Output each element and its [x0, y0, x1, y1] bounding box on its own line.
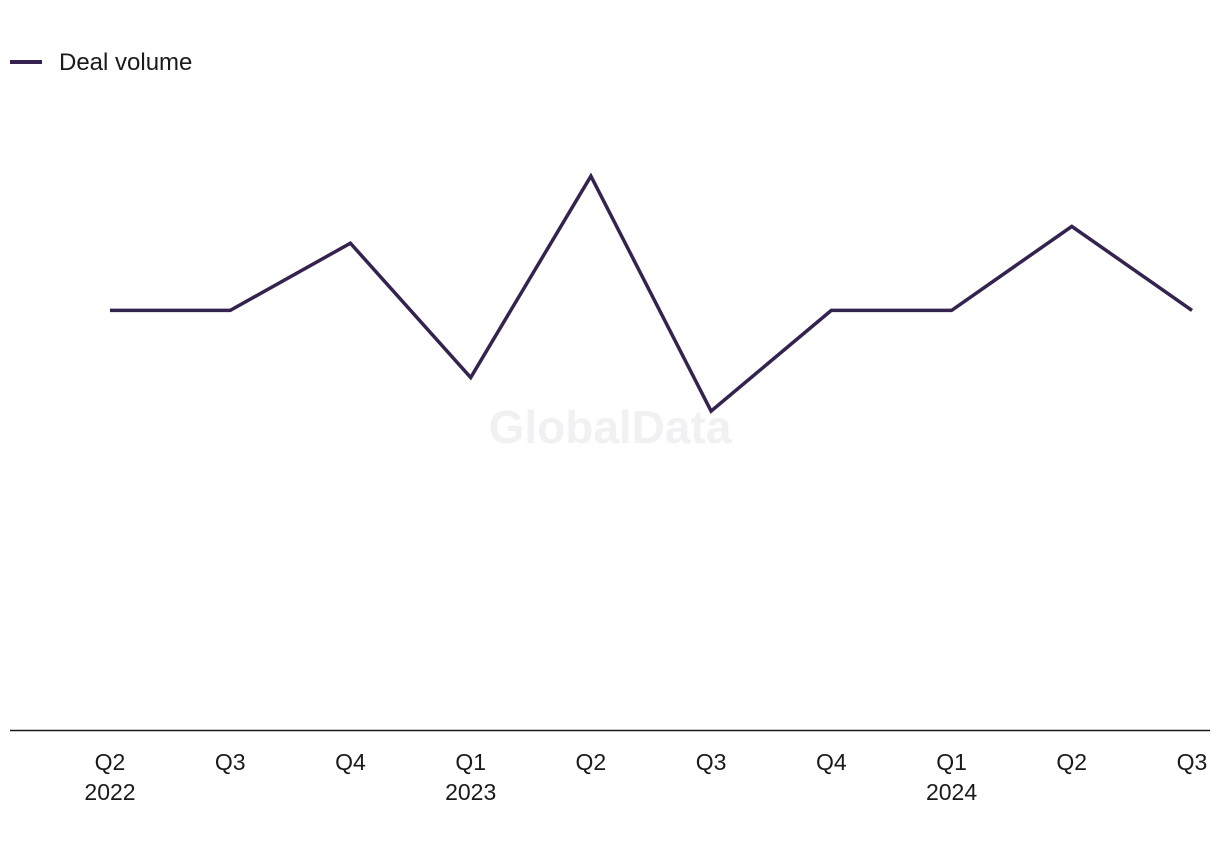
legend-label-deal-volume: Deal volume: [59, 49, 192, 76]
x-tick-label: Q3: [215, 749, 246, 775]
x-tick-label: Q1: [455, 749, 486, 775]
x-tick-year-label: 2023: [445, 779, 496, 805]
x-tick-label: Q4: [816, 749, 847, 775]
legend: Deal volume: [10, 49, 192, 76]
x-axis-tick-labels: Q2 2022 Q3 Q4 Q1 2023 Q2 Q3 Q4 Q1 2024 Q2 Q3: [84, 749, 1207, 805]
watermark: GlobalData: [489, 401, 732, 453]
x-tick-label: Q3: [1177, 749, 1208, 775]
x-tick-label: Q2: [95, 749, 126, 775]
x-tick-year-label: 2024: [926, 779, 977, 805]
x-tick-label: Q2: [576, 749, 607, 775]
deal-volume-line: [110, 172, 1194, 414]
x-tick-year-label: 2022: [84, 779, 135, 805]
x-tick-label: Q2: [1056, 749, 1087, 775]
x-tick-label: Q4: [335, 749, 366, 775]
x-tick-label: Q1: [936, 749, 967, 775]
x-tick-label: Q3: [696, 749, 727, 775]
